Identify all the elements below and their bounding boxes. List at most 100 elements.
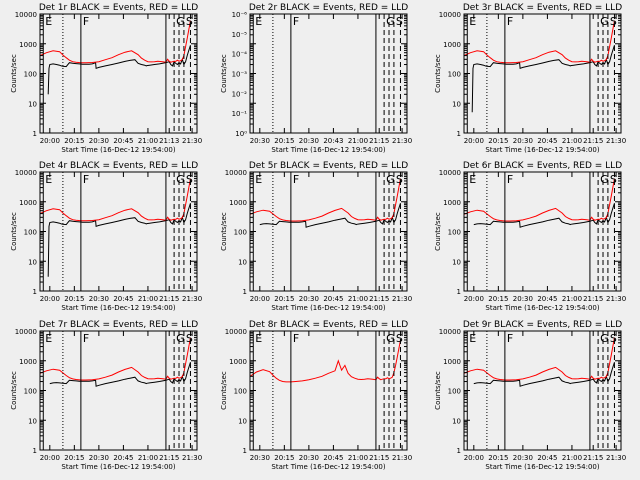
x-axis-label: Start Time (16-Dec-12 19:54:00) — [485, 304, 599, 312]
x-tick-label: 20:15 — [274, 295, 294, 303]
chart-title: Det 3r BLACK = Events, RED = LLD — [463, 3, 622, 13]
series-line-events — [49, 361, 191, 387]
x-tick-label: 20:30 — [513, 137, 533, 145]
event-marker-label: E — [45, 332, 52, 345]
plot-frame — [39, 13, 198, 134]
y-tick-label: 100 — [24, 71, 37, 79]
event-marker-label: G — [600, 332, 609, 345]
x-tick-label: 21:30 — [182, 137, 202, 145]
y-tick-label: 1000 — [19, 199, 37, 207]
x-tick-label: 21:15 — [583, 295, 603, 303]
y-tick-label: 1 — [33, 130, 37, 138]
chart-panel: Det 7r BLACK = Events, RED = LLD E F G S 1 10 1… — [10, 320, 202, 471]
x-tick-label: 20:30 — [89, 454, 109, 462]
chart-panel: Det 2r BLACK = Events, RED = LLD E F G S 10⁰ 1… — [220, 3, 412, 154]
y-tick-label: 1 — [457, 130, 461, 138]
event-marker-label: G — [176, 332, 185, 345]
chart-panel: Det 8r BLACK = Events, RED = LLD E F G S 1 10 1… — [220, 320, 412, 471]
chart-title: Det 7r BLACK = Events, RED = LLD — [39, 320, 198, 330]
y-tick-label: 10⁻¹ — [232, 110, 248, 118]
x-tick-label: 21:13 — [159, 137, 179, 145]
chart-panel: Det 1r BLACK = Events, RED = LLD E F G S 1 10 1… — [10, 3, 202, 154]
event-marker-label: F — [83, 173, 89, 186]
x-tick-label: 21:15 — [159, 295, 179, 303]
y-tick-label: 1000 — [229, 358, 247, 366]
x-tick-label: 20:00 — [464, 137, 484, 145]
series-line-lld — [464, 178, 615, 222]
series-line-lld — [464, 337, 615, 381]
y-axis-label: Counts/sec — [10, 371, 18, 410]
x-tick-label: 20:45 — [537, 295, 557, 303]
y-axis-label: Counts/sec — [220, 371, 228, 410]
x-tick-label: 20:30 — [250, 137, 270, 145]
y-tick-label: 100 — [24, 229, 37, 237]
x-tick-label: 21:00 — [138, 454, 158, 462]
x-tick-label: 21:30 — [182, 454, 202, 462]
y-tick-label: 1000 — [443, 41, 461, 49]
y-tick-label: 1 — [33, 447, 37, 455]
series-line-events — [47, 202, 191, 277]
y-tick-label: 1000 — [443, 358, 461, 366]
y-tick-label: 10 — [452, 258, 461, 266]
chart-title: Det 8r BLACK = Events, RED = LLD — [249, 320, 408, 330]
y-tick-label: 10 — [238, 417, 247, 425]
series-line-lld — [40, 337, 191, 381]
series-line-lld — [250, 178, 401, 222]
series-line-lld — [40, 178, 191, 222]
x-axis-label: Start Time (16-Dec-12 19:54:00) — [61, 146, 175, 154]
x-tick-label: 20:30 — [250, 454, 270, 462]
event-marker-label: G — [600, 15, 609, 28]
y-tick-label: 10 — [28, 258, 37, 266]
plot-area — [40, 172, 191, 291]
x-tick-label: 21:30 — [606, 454, 626, 462]
x-tick-label: 20:15 — [64, 295, 84, 303]
series-line-events — [473, 361, 615, 387]
y-tick-label: 100 — [448, 229, 461, 237]
y-tick-label: 10⁻⁵ — [232, 31, 248, 39]
event-marker-label: S — [186, 173, 193, 186]
x-tick-label: 21:30 — [606, 137, 626, 145]
x-tick-label: 20:30 — [513, 454, 533, 462]
y-axis-label: Counts/sec — [220, 54, 228, 93]
event-marker-label: S — [610, 332, 617, 345]
y-tick-label: 100 — [234, 388, 247, 396]
y-tick-label: 1 — [33, 288, 37, 296]
chart-title: Det 4r BLACK = Events, RED = LLD — [39, 161, 198, 171]
x-tick-label: 21:30 — [606, 295, 626, 303]
x-tick-label: 21:15 — [583, 137, 603, 145]
plot-frame — [463, 171, 622, 292]
plot-frame — [463, 13, 622, 134]
plot-area — [464, 172, 615, 291]
x-tick-label: 20:00 — [464, 295, 484, 303]
x-tick-label: 20:15 — [274, 454, 294, 462]
y-axis-label: Counts/sec — [434, 212, 442, 251]
x-tick-label: 20:45 — [113, 454, 133, 462]
x-tick-label: 20:30 — [299, 454, 319, 462]
x-tick-label: 21:00 — [562, 295, 582, 303]
y-tick-label: 10⁻⁴ — [232, 51, 248, 59]
x-tick-label: 20:15 — [64, 454, 84, 462]
y-tick-label: 1 — [457, 447, 461, 455]
y-tick-label: 10000 — [439, 11, 461, 19]
y-tick-label: 1 — [457, 288, 461, 296]
y-axis-label: Counts/sec — [10, 212, 18, 251]
event-marker-label: F — [83, 15, 89, 28]
x-tick-label: 21:15 — [583, 454, 603, 462]
event-marker-label: F — [293, 15, 299, 28]
plot-frame — [249, 13, 408, 134]
event-marker-label: G — [386, 332, 395, 345]
y-tick-label: 10000 — [439, 169, 461, 177]
x-tick-label: 20:15 — [64, 137, 84, 145]
event-marker-label: S — [610, 15, 617, 28]
x-axis-label: Start Time (16-Dec-12 19:54:00) — [271, 304, 385, 312]
x-tick-label: 20:30 — [89, 295, 109, 303]
event-marker-label: F — [293, 173, 299, 186]
series-line-lld — [40, 20, 191, 64]
x-tick-label: 21:00 — [138, 295, 158, 303]
event-marker-label: F — [507, 332, 513, 345]
y-tick-label: 10000 — [439, 328, 461, 336]
series-line-events — [259, 202, 401, 228]
event-marker-label: S — [396, 173, 403, 186]
plot-frame — [39, 330, 198, 451]
plot-area — [252, 14, 401, 133]
